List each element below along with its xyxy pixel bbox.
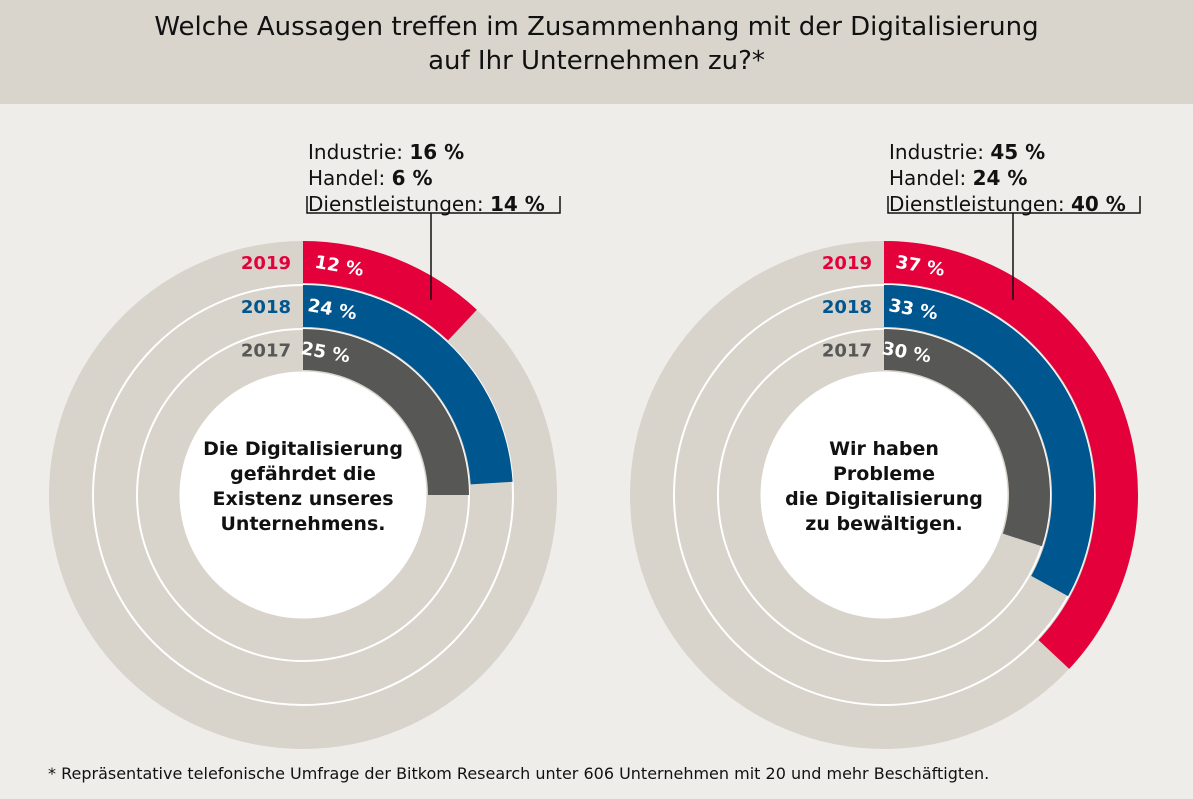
bar-2017 xyxy=(884,329,1050,547)
breakdown-label: Industrie: xyxy=(889,140,990,164)
radial-chart-2: 2019 37 %2018 33 %2017 30 %Wir habenProblem… xyxy=(630,140,1141,749)
center-label-line: zu bewältigen. xyxy=(805,513,962,535)
year-label-2017: 2017 xyxy=(241,341,291,362)
center-label-line: gefährdet die xyxy=(230,463,376,485)
center-label-line: Existenz unseres xyxy=(212,488,393,510)
title-line-1: Welche Aussagen treffen im Zusammenhang … xyxy=(154,12,1039,42)
chart-title: Welche Aussagen treffen im Zusammenhang … xyxy=(0,0,1193,104)
bar-2019 xyxy=(303,241,477,341)
breakdown-item: Industrie: 45 % xyxy=(889,140,1045,164)
year-label-2017: 2017 xyxy=(822,341,872,362)
breakdown-label: Handel: xyxy=(889,166,973,190)
center-label-line: Wir haben xyxy=(829,438,939,460)
year-label-2018: 2018 xyxy=(241,297,291,318)
breakdown-label: Dienstleistungen: xyxy=(308,192,490,216)
breakdown-value: 24 % xyxy=(973,166,1028,190)
breakdown-item: Dienstleistungen: 14 % xyxy=(308,192,545,216)
footnote: * Repräsentative telefonische Umfrage de… xyxy=(48,764,990,783)
breakdown-value: 14 % xyxy=(490,192,545,216)
year-label-2019: 2019 xyxy=(822,253,872,274)
center-label-line: die Digitalisierung xyxy=(785,488,983,510)
breakdown-label: Industrie: xyxy=(308,140,409,164)
center-label-line: Die Digitalisierung xyxy=(203,438,403,460)
breakdown-item: Handel: 24 % xyxy=(889,166,1027,190)
center-label-line: Probleme xyxy=(833,463,935,485)
center-hole xyxy=(760,371,1008,619)
radial-chart-1: 2019 12 %2018 24 %2017 25 %Die Digitalisier… xyxy=(49,140,561,749)
bar-2017 xyxy=(303,329,469,495)
breakdown-value: 16 % xyxy=(409,140,464,164)
breakdown-value: 40 % xyxy=(1071,192,1126,216)
breakdown-item: Dienstleistungen: 40 % xyxy=(889,192,1126,216)
center-label-line: Unternehmens. xyxy=(221,513,386,535)
year-label-2018: 2018 xyxy=(822,297,872,318)
breakdown-label: Dienstleistungen: xyxy=(889,192,1071,216)
center-hole xyxy=(179,371,427,619)
callout-bracket xyxy=(306,196,561,300)
bar-2018 xyxy=(303,285,513,485)
breakdown-value: 6 % xyxy=(392,166,433,190)
title-line-2: auf Ihr Unternehmen zu?* xyxy=(428,46,765,76)
bar-2019 xyxy=(884,241,1138,669)
breakdown-value: 45 % xyxy=(990,140,1045,164)
year-label-2019: 2019 xyxy=(241,253,291,274)
breakdown-item: Handel: 6 % xyxy=(308,166,433,190)
bar-2018 xyxy=(884,285,1094,597)
breakdown-item: Industrie: 16 % xyxy=(308,140,464,164)
callout-bracket xyxy=(887,196,1141,300)
breakdown-label: Handel: xyxy=(308,166,392,190)
